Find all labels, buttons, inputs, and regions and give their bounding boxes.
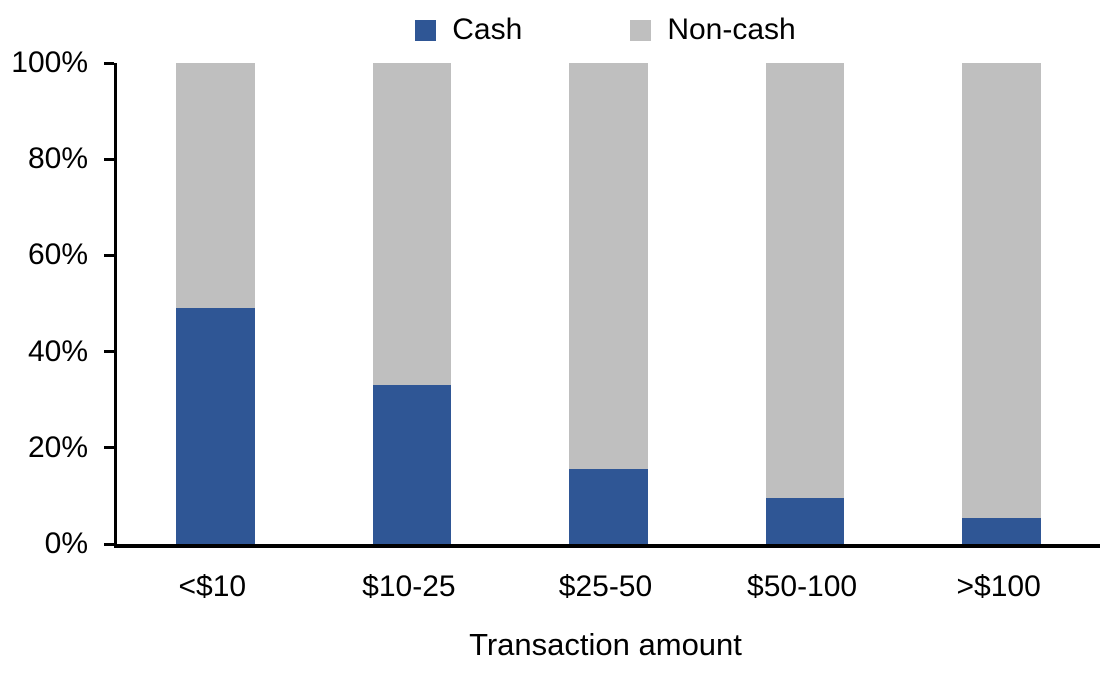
y-tick-mark (104, 542, 114, 546)
y-tick-mark (104, 253, 114, 257)
segment-cash (765, 498, 845, 544)
y-tick-mark (104, 446, 114, 450)
legend-item-noncash: Non-cash (630, 13, 796, 46)
x-tick-label-4: $50-100 (747, 570, 858, 603)
stacked-bar (175, 63, 255, 544)
legend: Cash Non-cash (114, 10, 1097, 50)
x-axis-title: Transaction amount (469, 627, 742, 662)
bar-category-4 (707, 63, 904, 544)
stacked-bar (765, 63, 845, 544)
y-tick-label: 20% (27, 430, 88, 464)
segment-non-cash (569, 63, 648, 470)
y-tick-mark (104, 350, 114, 354)
x-axis-labels: <$10 $10-25 $25-50 $50-100 >$100 (114, 570, 1097, 603)
y-tick-label: 0% (44, 527, 88, 560)
stacked-bar (372, 63, 452, 544)
stacked-bar (962, 63, 1041, 544)
segment-non-cash (962, 63, 1041, 518)
cash-swatch-icon (415, 19, 437, 41)
x-tick-label-3: $25-50 (558, 570, 653, 603)
bar-category-2 (314, 63, 511, 544)
x-tick-label-5: >$100 (956, 570, 1041, 603)
segment-non-cash (765, 63, 845, 499)
y-axis-ticks (104, 61, 114, 546)
segment-non-cash (175, 63, 255, 309)
stacked-bar (569, 63, 648, 544)
y-axis-labels: 100% 80% 60% 40% 20% 0% (0, 48, 90, 559)
segment-cash (372, 385, 452, 544)
y-tick-mark (104, 157, 114, 161)
segment-non-cash (372, 63, 452, 386)
segment-cash (569, 469, 648, 544)
legend-label-cash: Cash (452, 13, 523, 46)
plot-area (114, 63, 1100, 548)
x-tick-label-1: <$10 (178, 570, 247, 603)
y-tick-label: 40% (27, 334, 88, 368)
y-tick-label: 80% (27, 142, 88, 176)
bars-container (117, 63, 1100, 544)
legend-item-cash: Cash (415, 15, 522, 45)
legend-label-noncash: Non-cash (667, 13, 796, 46)
x-tick-label-2: $10-25 (362, 570, 456, 603)
bar-category-1 (117, 63, 314, 544)
bar-category-5 (903, 63, 1100, 544)
noncash-swatch-icon (630, 19, 652, 41)
bar-category-3 (510, 63, 707, 544)
segment-cash (175, 308, 255, 544)
y-tick-label: 100% (11, 46, 88, 79)
y-tick-mark (104, 61, 114, 65)
segment-cash (962, 517, 1041, 544)
y-tick-label: 60% (27, 238, 88, 272)
